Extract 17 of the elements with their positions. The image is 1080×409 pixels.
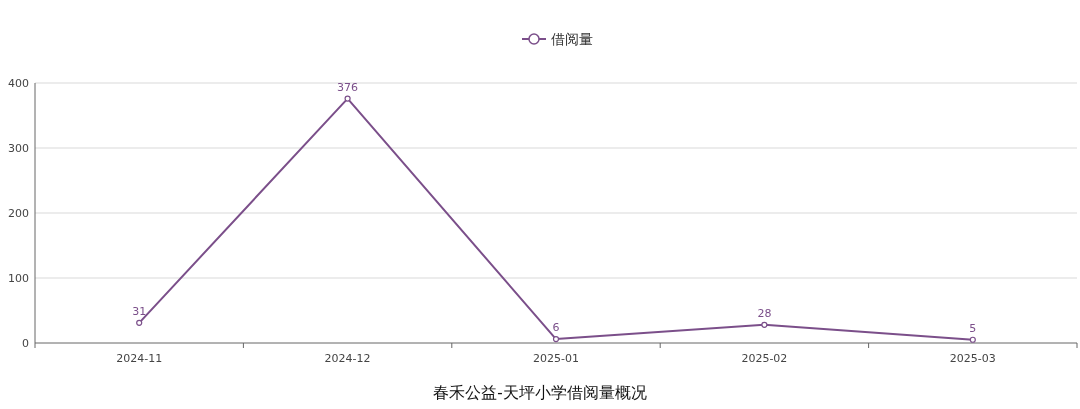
x-tick-label: 2025-03 <box>949 352 996 365</box>
x-tick-label: 2025-02 <box>741 352 788 365</box>
data-label: 376 <box>337 80 359 94</box>
x-tick-label: 2024-12 <box>324 352 371 365</box>
y-tick-label: 100 <box>8 272 29 285</box>
text: 春禾公益-天坪小学借阅量概况 <box>433 383 647 402</box>
y-tick-label: 400 <box>8 77 29 90</box>
y-tick-label: 300 <box>8 142 29 155</box>
data-label: 28 <box>757 306 772 320</box>
y-tick-label: 0 <box>22 337 29 350</box>
data-label: 6 <box>552 321 560 335</box>
data-label: 31 <box>132 304 147 318</box>
data-label: 5 <box>969 321 977 335</box>
y-tick-label: 200 <box>8 207 29 220</box>
x-tick-label: 2025-01 <box>533 352 579 365</box>
x-tick-label: 2024-11 <box>116 352 163 365</box>
legend-label: 借阅量 <box>551 31 593 47</box>
